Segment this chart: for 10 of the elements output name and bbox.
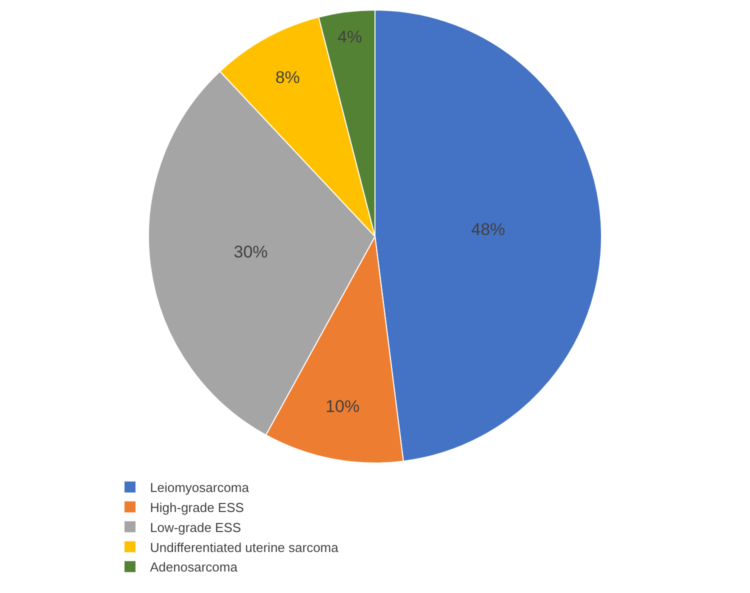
data-label: 8%	[275, 68, 300, 88]
legend-label: Undifferentiated uterine sarcoma	[150, 540, 340, 555]
legend-label: Adenosarcoma	[150, 560, 238, 575]
legend-label: Low-grade ESS	[150, 520, 242, 535]
data-label: 30%	[234, 242, 268, 262]
data-label: 10%	[326, 396, 360, 416]
legend-label: Leiomyosarcoma	[150, 480, 250, 496]
data-label: 4%	[337, 27, 362, 46]
data-label: 48%	[471, 220, 506, 239]
legend-label: High-grade ESS	[150, 500, 244, 515]
